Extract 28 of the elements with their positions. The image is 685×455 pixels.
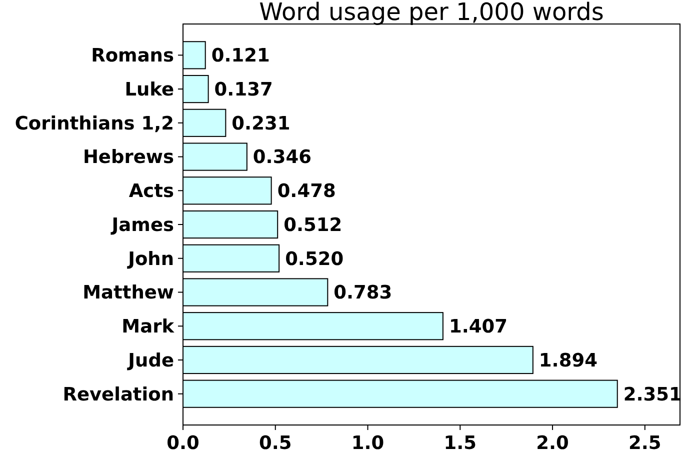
y-tick-label: Corinthians 1,2 (14, 113, 174, 134)
y-tick-label: Acts (128, 181, 174, 202)
x-tick-label: 0.5 (258, 432, 292, 454)
data-label: 0.121 (211, 46, 270, 67)
y-tick-label: James (110, 214, 174, 236)
chart-title: Word usage per 1,000 words (259, 0, 604, 26)
y-tick-label: Matthew (82, 282, 174, 304)
y-tick-label: Romans (91, 46, 174, 67)
data-label: 1.407 (448, 316, 508, 338)
data-label: 0.520 (285, 248, 344, 270)
x-tick-label: 1.5 (444, 432, 477, 454)
y-tick-label: Mark (122, 316, 175, 338)
data-label: 0.346 (252, 147, 312, 168)
data-label: 1.894 (538, 350, 598, 372)
y-tick-label: Revelation (62, 384, 174, 406)
y-tick-label: Luke (124, 80, 174, 100)
data-label: 0.512 (284, 214, 342, 236)
y-tick-label: Jude (126, 350, 174, 372)
y-tick-label: Hebrews (82, 147, 174, 168)
x-tick-label: 0.0 (166, 432, 200, 454)
x-tick-label: 2.0 (536, 432, 569, 454)
x-tick-label: 1.0 (351, 432, 384, 454)
data-label: 0.137 (214, 80, 273, 100)
x-tick-label: 2.5 (628, 432, 662, 454)
data-label: 0.783 (334, 282, 392, 304)
data-label: 0.231 (232, 113, 290, 134)
y-tick-label: John (126, 248, 174, 270)
data-label: 0.478 (277, 181, 336, 202)
